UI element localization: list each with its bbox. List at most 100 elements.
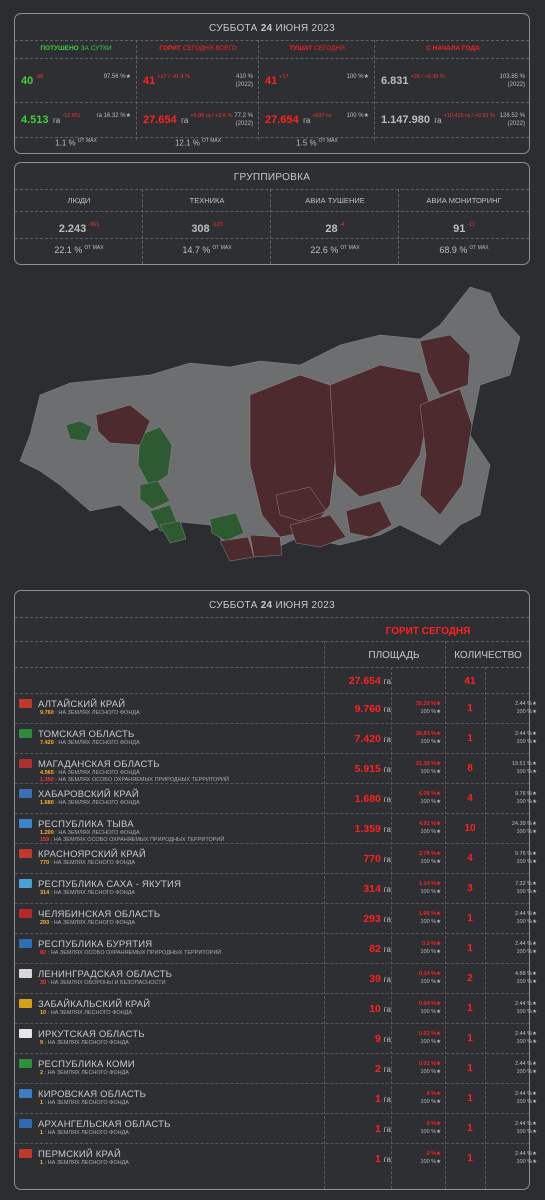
stats-area-unit: га — [434, 116, 442, 125]
area-share: 4.91 %★ — [418, 821, 441, 827]
area-share: 0 %★ — [426, 1091, 441, 1097]
area-unit: га — [383, 975, 391, 984]
stats-area-unit: га — [52, 116, 61, 125]
table-row[interactable]: ПЕРМСКИЙ КРАЙ 1 : НА ЗЕМЛЯХ ЛЕСНОГО ФОНДА… — [15, 1143, 537, 1173]
table-row[interactable]: КИРОВСКАЯ ОБЛАСТЬ 1 : НА ЗЕМЛЯХ ЛЕСНОГО Ф… — [15, 1083, 537, 1113]
region-land-category: 7.420 : НА ЗЕМЛЯХ ЛЕСНОГО ФОНДА — [40, 740, 140, 746]
count-share: 4.88 %★ — [514, 971, 537, 977]
count-share: 24.39 %★ — [511, 821, 537, 827]
region-count: 1 — [467, 943, 473, 954]
region-land-category: 10 : НА ЗЕМЛЯХ ЛЕСНОГО ФОНДА — [40, 1010, 133, 1016]
stats-area-right: 77.2 % (2022) — [234, 112, 253, 128]
stats-col-sublabel: ЗА СУТКИ — [80, 45, 112, 52]
region-name: ЧЕЛЯБИНСКАЯ ОБЛАСТЬ — [38, 909, 161, 920]
count-share: 9.76 %★ — [514, 791, 537, 797]
row-divider — [15, 211, 529, 212]
land-category-label: НА ЗЕМЛЯХ ЛЕСНОГО ФОНДА — [58, 770, 140, 776]
stats-count-pct: 410 % — [235, 74, 253, 80]
land-area-value: 82 — [40, 950, 47, 956]
count-share-max: 100 %★ — [516, 1099, 537, 1105]
region-area: 9 га — [325, 1033, 391, 1045]
land-category-label: НА ЗЕМЛЯХ ОБОРОНЫ И БЕЗОПАСНОСТИ — [50, 980, 166, 986]
table-row[interactable]: АРХАНГЕЛЬСКАЯ ОБЛАСТЬ 1 : НА ЗЕМЛЯХ ЛЕСНО… — [15, 1113, 537, 1143]
table-row[interactable]: РЕСПУБЛИКА САХА - ЯКУТИЯ 314 : НА ЗЕМЛЯХ … — [15, 873, 537, 903]
land-area-value: 293 — [40, 920, 50, 926]
region-land-category: 1.680 : НА ЗЕМЛЯХ ЛЕСНОГО ФОНДА — [40, 800, 140, 806]
count-share-max: 100 %★ — [516, 1159, 537, 1165]
table-row[interactable]: РЕСПУБЛИКА БУРЯТИЯ 82 : НА ЗЕМЛЯХ ОСОБО О… — [15, 933, 537, 963]
area-unit: га — [383, 765, 391, 774]
table-row[interactable]: ЧЕЛЯБИНСКАЯ ОБЛАСТЬ 293 : НА ЗЕМЛЯХ ЛЕСНО… — [15, 903, 537, 933]
region-name: АРХАНГЕЛЬСКАЯ ОБЛАСТЬ — [38, 1119, 171, 1130]
region-count-pct: 2.44 %★ 100 %★ — [499, 730, 537, 746]
region-count: 1 — [467, 703, 473, 714]
region-flag-icon — [19, 1059, 32, 1068]
region-count-pct: 4.88 %★ 100 %★ — [499, 970, 537, 986]
region-land-category: 82 : НА ЗЕМЛЯХ ОСОБО ОХРАНЯЕМЫХ ПРИРОДНЫ… — [40, 950, 222, 956]
table-row[interactable]: ХАБАРОВСКИЙ КРАЙ 1.680 : НА ЗЕМЛЯХ ЛЕСНОГ… — [15, 783, 537, 813]
land-area-value: 9.760 — [40, 710, 54, 716]
count-share: 2.44 %★ — [514, 701, 537, 707]
region-area: 2 га — [325, 1063, 391, 1075]
area-value: 1 — [375, 1123, 381, 1135]
count-share: 2.44 %★ — [514, 1001, 537, 1007]
region-flag-icon — [19, 879, 32, 888]
table-row[interactable]: РЕСПУБЛИКА ТЫВА 1.200 : НА ЗЕМЛЯХ ЛЕСНОГО… — [15, 813, 537, 843]
count-share-max: 100 %★ — [516, 949, 537, 955]
region-count-pct: 7.32 %★ 100 %★ — [499, 880, 537, 896]
table-row[interactable]: ЛЕНИНГРАДСКАЯ ОБЛАСТЬ 39 : НА ЗЕМЛЯХ ОБОР… — [15, 963, 537, 993]
row-divider — [15, 58, 529, 59]
area-share-max: 100 %★ — [420, 769, 441, 775]
table-row[interactable]: РЕСПУБЛИКА КОМИ 2 : НА ЗЕМЛЯХ ЛЕСНОГО ФОН… — [15, 1053, 537, 1083]
area-share-max: 100 %★ — [420, 919, 441, 925]
region-area: 293 га — [325, 913, 391, 925]
area-share-max: 100 %★ — [420, 949, 441, 955]
count-share: 2.44 %★ — [514, 1061, 537, 1067]
region-land-category: 1 : НА ЗЕМЛЯХ ЛЕСНОГО ФОНДА — [40, 1100, 129, 1106]
stats-count-pct: 100 %★ — [346, 74, 369, 80]
area-unit: га — [383, 945, 391, 954]
area-share-max: 100 %★ — [420, 1129, 441, 1135]
table-row[interactable]: ЗАБАЙКАЛЬСКИЙ КРАЙ 10 : НА ЗЕМЛЯХ ЛЕСНОГО… — [15, 993, 537, 1023]
table-row[interactable]: ИРКУТСКАЯ ОБЛАСТЬ 9 : НА ЗЕМЛЯХ ЛЕСНОГО Ф… — [15, 1023, 537, 1053]
region-count-pct: 9.76 %★ 100 %★ — [499, 790, 537, 806]
stats-col-sublabel: СЕГОДНЯ — [313, 45, 345, 52]
land-area-value: 1 — [40, 1160, 44, 1166]
area-share-max: 100 %★ — [420, 1099, 441, 1105]
group-max-label: ОТ MAX — [212, 245, 232, 251]
table-row[interactable]: ТОМСКАЯ ОБЛАСТЬ 7.420 : НА ЗЕМЛЯХ ЛЕСНОГО… — [15, 723, 537, 753]
group-value: 2.243 — [58, 223, 87, 235]
table-row[interactable]: АЛТАЙСКИЙ КРАЙ 9.760 : НА ЗЕМЛЯХ ЛЕСНОГО … — [15, 693, 537, 723]
count-share: 2.44 %★ — [514, 941, 537, 947]
group-col-value: 28 -4 — [271, 219, 399, 237]
group-pct: 22.6 % — [310, 245, 339, 255]
regions-table-panel: СУББОТА 24 ИЮНЯ 2023 ГОРИТ СЕГОДНЯ ПЛОЩА… — [14, 590, 537, 1190]
area-value: 2 — [375, 1063, 381, 1075]
region-flag-icon — [19, 939, 32, 948]
region-area: 1.359 га — [325, 823, 391, 835]
col-header-area: ПЛОЩАДЬ — [368, 650, 420, 661]
stats-area-pct: 77.2 % — [234, 113, 253, 119]
area-value: 9 — [375, 1033, 381, 1045]
land-category-label: НА ЗЕМЛЯХ ЛЕСНОГО ФОНДА — [47, 1130, 129, 1136]
stats-area-year: (2022) — [235, 121, 253, 127]
group-col-value: 2.243 -961 — [15, 219, 143, 237]
region-land-category: 9 : НА ЗЕМЛЯХ ЛЕСНОГО ФОНДА — [40, 1040, 129, 1046]
stats-max-label: ОТ MAX — [77, 138, 97, 144]
table-row[interactable]: МАГАДАНСКАЯ ОБЛАСТЬ 4.565 : НА ЗЕМЛЯХ ЛЕС… — [15, 753, 537, 783]
area-unit: га — [383, 1095, 391, 1104]
land-category-label: НА ЗЕМЛЯХ ЛЕСНОГО ФОНДА — [47, 1160, 129, 1166]
land-area-value: 159 — [40, 837, 50, 843]
area-value: 1.359 — [354, 823, 381, 835]
map-region-altai — [219, 536, 255, 562]
count-share-max: 100 %★ — [516, 919, 537, 925]
count-share-max: 100 %★ — [516, 769, 537, 775]
col-divider — [398, 189, 399, 264]
area-unit: га — [383, 1125, 391, 1134]
stats-area-value: 4.513 — [21, 114, 49, 126]
region-land-category: 2 : НА ЗЕМЛЯХ ЛЕСНОГО ФОНДА — [40, 1070, 129, 1076]
stats-area-cell: 27.654 га+5.86 га / +2.6 % 77.2 % (2022) — [143, 110, 253, 134]
table-row[interactable]: КРАСНОЯРСКИЙ КРАЙ 770 : НА ЗЕМЛЯХ ЛЕСНОГО… — [15, 843, 537, 873]
group-pct: 22.1 % — [54, 245, 83, 255]
group-col-label: ЛЮДИ — [67, 196, 91, 205]
